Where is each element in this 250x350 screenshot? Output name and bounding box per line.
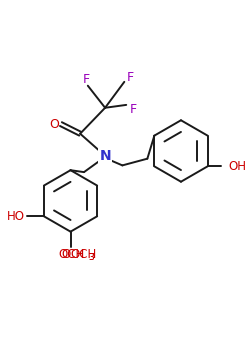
Text: F: F — [82, 74, 90, 86]
Text: 3: 3 — [88, 253, 94, 262]
Text: HO: HO — [7, 210, 25, 223]
Text: O: O — [61, 248, 70, 261]
Text: O: O — [49, 118, 59, 131]
Text: 3: 3 — [89, 253, 94, 262]
Text: F: F — [126, 71, 134, 84]
Text: F: F — [130, 103, 136, 116]
Text: OCH: OCH — [70, 248, 97, 261]
Text: OCH: OCH — [58, 248, 84, 261]
Text: OH: OH — [229, 160, 247, 173]
Text: N: N — [99, 149, 111, 163]
